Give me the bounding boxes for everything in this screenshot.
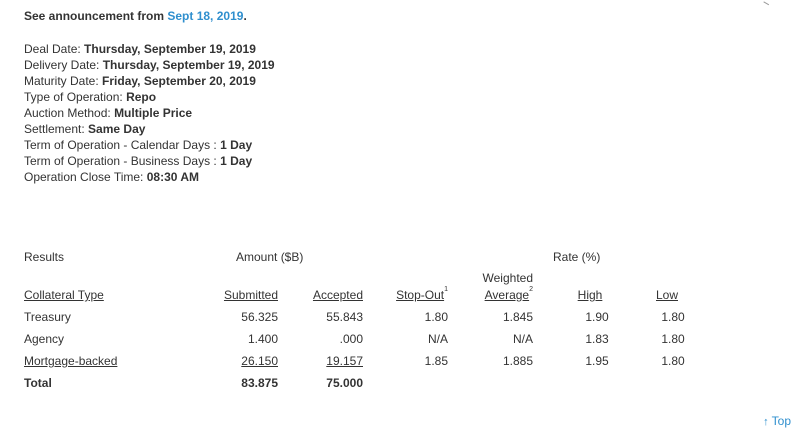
detail-maturity-date: Maturity Date: Friday, September 20, 201… [24,73,275,89]
row-treasury-stop-out: 1.80 [424,310,448,324]
column-header-submitted[interactable]: Submitted [223,288,278,302]
row-treasury-weighted: 1.845 [502,310,533,324]
detail-value: Multiple Price [114,106,193,120]
row-agency-type: Agency [24,332,65,346]
row-mortgage-backed-type: Mortgage-backed [24,354,118,368]
detail-value: Friday, September 20, 2019 [102,74,256,88]
detail-label: Type of Operation: [24,90,123,104]
detail-value: Thursday, September 19, 2019 [102,58,275,72]
row-total-label: Total [24,376,52,390]
detail-value: 08:30 AM [146,170,199,184]
detail-settlement: Settlement: Same Day [24,121,275,137]
arrow-up-icon: ↑ [763,416,769,428]
detail-label: Auction Method: [24,106,111,120]
column-header-weighted-line1: Weighted [482,271,533,285]
detail-label: Settlement: [24,122,85,136]
row-mortgage-backed-low: 1.80 [661,354,685,368]
back-to-top-link[interactable]: ↑ Top [763,414,791,428]
footnote-marker-2: 2 [529,286,533,293]
row-treasury-accepted: 55.843 [326,310,363,324]
detail-label: Delivery Date: [24,58,100,72]
column-header-weighted-average[interactable]: Average2 [455,286,533,302]
row-total-submitted: 83.875 [241,376,278,390]
operation-details: Deal Date: Thursday, September 19, 2019 … [24,41,275,185]
footnote-marker-1: 1 [444,286,448,293]
row-agency-low: 1.80 [661,332,685,346]
column-header-accepted[interactable]: Accepted [312,288,363,302]
detail-label: Deal Date: [24,42,81,56]
detail-type-of-operation: Type of Operation: Repo [24,89,275,105]
row-agency-stop-out: N/A [427,332,448,346]
detail-value: Repo [126,90,157,104]
row-total-accepted: 75.000 [326,376,363,390]
row-mortgage-backed-high: 1.95 [585,354,609,368]
announcement-line: See announcement from Sept 18, 2019. [24,9,247,23]
row-treasury-high: 1.90 [585,310,609,324]
detail-label: Term of Operation - Business Days : [24,154,217,168]
column-header-collateral-type[interactable]: Collateral Type [24,288,104,302]
detail-deal-date: Deal Date: Thursday, September 19, 2019 [24,41,275,57]
group-header-results: Results [24,250,65,264]
detail-label: Operation Close Time: [24,170,144,184]
detail-term-business-days: Term of Operation - Business Days : 1 Da… [24,153,275,169]
weighted-average-label: Average [484,288,530,302]
back-to-top-label: Top [771,414,791,428]
announcement-suffix: . [243,9,247,23]
group-header-rate: Rate (%) [553,250,601,264]
row-agency-submitted: 1.400 [247,332,278,346]
column-header-high[interactable]: High [577,288,603,302]
row-mortgage-backed-submitted: 26.150 [241,354,278,368]
detail-close-time: Operation Close Time: 08:30 AM [24,169,275,185]
row-mortgage-backed-weighted: 1.885 [502,354,533,368]
detail-value: 1 Day [220,154,253,168]
detail-value: 1 Day [220,138,253,152]
detail-value: Same Day [88,122,146,136]
detail-auction-method: Auction Method: Multiple Price [24,105,275,121]
row-treasury-submitted: 56.325 [241,310,278,324]
detail-value: Thursday, September 19, 2019 [84,42,256,56]
detail-delivery-date: Delivery Date: Thursday, September 19, 2… [24,57,275,73]
stop-out-label: Stop-Out [396,288,445,302]
row-mortgage-backed-stop-out: 1.85 [424,354,448,368]
row-agency-weighted: N/A [512,332,533,346]
group-header-amount: Amount ($B) [236,250,304,264]
detail-term-calendar-days: Term of Operation - Calendar Days : 1 Da… [24,137,275,153]
announcement-prefix: See announcement from [24,9,165,23]
row-treasury-low: 1.80 [661,310,685,324]
row-agency-high: 1.83 [585,332,609,346]
row-treasury-type: Treasury [24,310,71,324]
detail-label: Maturity Date: [24,74,99,88]
column-header-stop-out[interactable]: Stop-Out1 [370,286,448,302]
detail-label: Term of Operation - Calendar Days : [24,138,217,152]
announcement-date-link[interactable]: Sept 18, 2019 [167,9,244,23]
row-agency-accepted: .000 [339,332,363,346]
row-mortgage-backed-accepted: 19.157 [326,354,363,368]
column-header-low[interactable]: Low [655,288,678,302]
